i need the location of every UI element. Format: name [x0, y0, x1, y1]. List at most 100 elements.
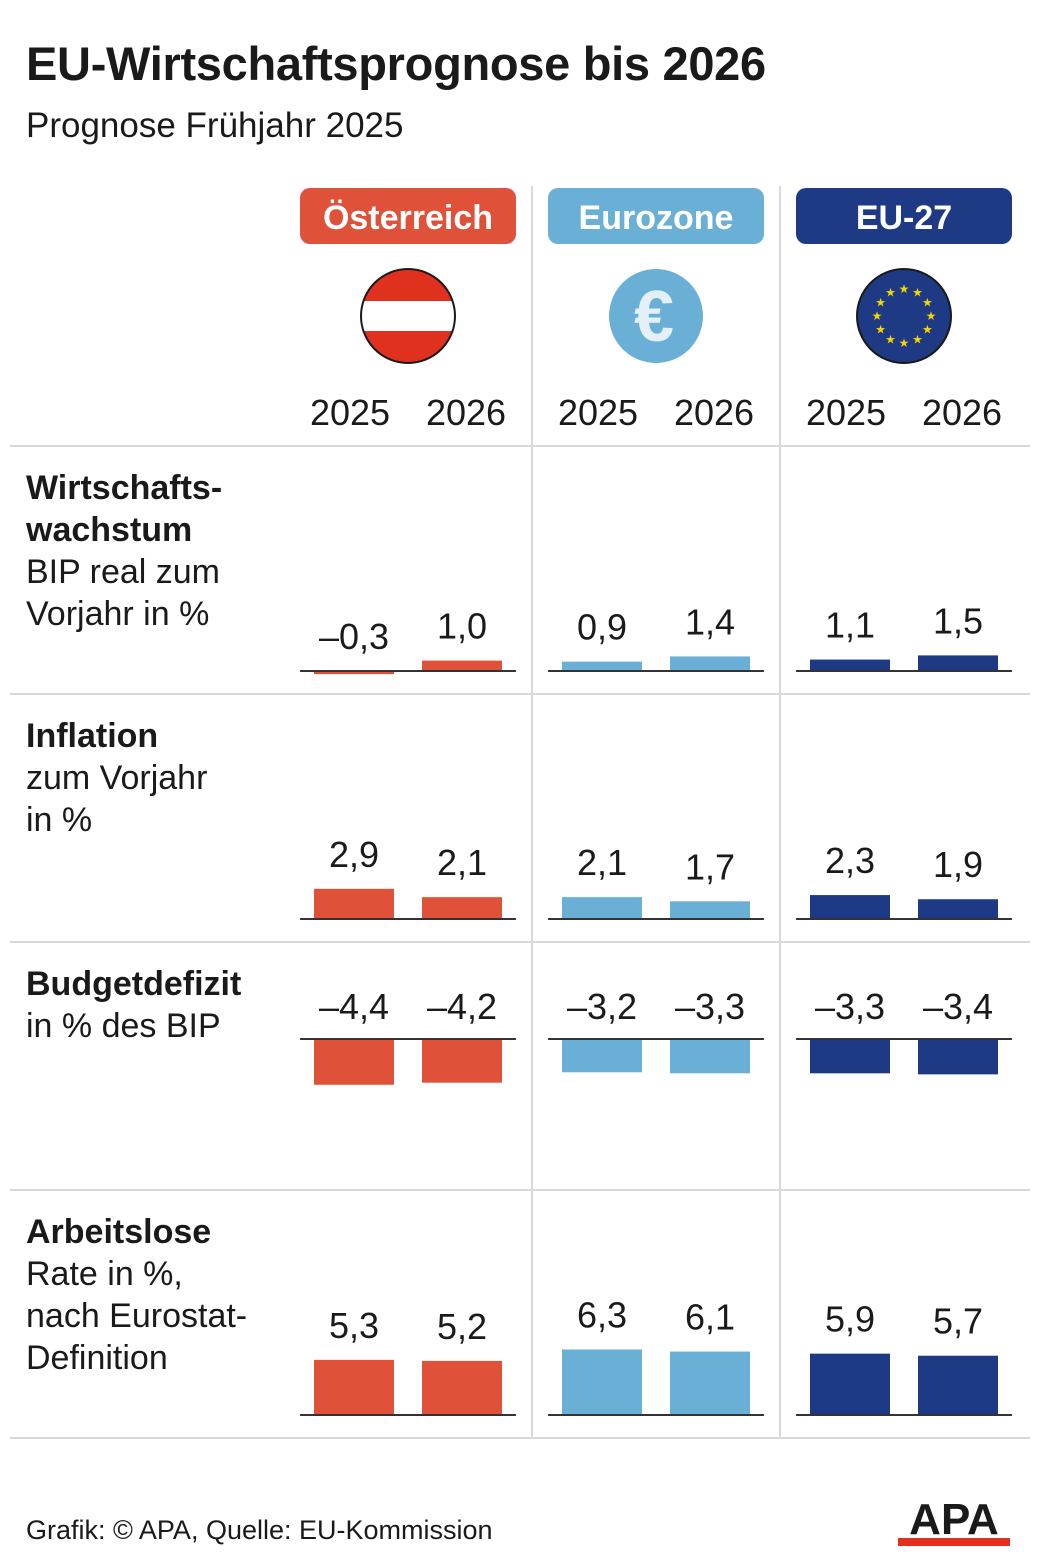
bar-inflation-oesterreich-2026 — [422, 897, 502, 919]
year-label-2025: 2025 — [806, 392, 886, 433]
eu-star: ★ — [872, 309, 883, 323]
panel-description: Definition — [26, 1339, 168, 1377]
panel-description: zum Vorjahr — [26, 759, 207, 797]
eu-star: ★ — [899, 282, 910, 296]
oesterreich-label: Österreich — [323, 199, 493, 237]
value-label-arbeitslose-eurozone-2025: 6,3 — [577, 1294, 627, 1335]
page-subtitle: Prognose Frühjahr 2025 — [26, 106, 404, 145]
value-label-budgetdefizit-eurozone-2026: –3,3 — [675, 986, 745, 1027]
value-label-inflation-oesterreich-2025: 2,9 — [329, 834, 379, 875]
value-label-wachstum-eu27-2026: 1,5 — [933, 600, 983, 641]
eu-flag-circle — [856, 268, 952, 364]
eu-star: ★ — [885, 286, 896, 300]
flag-white-stripe — [361, 301, 455, 331]
bar-inflation-eu27-2026 — [918, 899, 998, 919]
value-label-wachstum-eurozone-2025: 0,9 — [577, 607, 627, 648]
value-label-wachstum-eurozone-2026: 1,4 — [685, 601, 735, 642]
value-label-arbeitslose-eu27-2025: 5,9 — [825, 1299, 875, 1340]
panel-title: Wirtschafts- — [26, 469, 222, 507]
value-label-inflation-eu27-2026: 1,9 — [933, 844, 983, 885]
value-label-budgetdefizit-oesterreich-2025: –4,4 — [319, 986, 389, 1027]
value-label-inflation-eurozone-2026: 1,7 — [685, 846, 735, 887]
austria-flag-icon — [360, 268, 456, 364]
group-header-eurozone: Eurozone €2025 2026 — [548, 188, 764, 433]
bar-inflation-eu27-2025 — [810, 895, 890, 919]
bar-arbeitslose-eu27-2025 — [810, 1353, 890, 1415]
value-label-arbeitslose-eu27-2026: 5,7 — [933, 1301, 983, 1342]
flag-outline — [360, 268, 456, 364]
bar-arbeitslose-oesterreich-2025 — [314, 1359, 394, 1415]
eu-flag-icon: ★ ★★★★★★★★★★★ — [856, 268, 952, 364]
panel-arbeitslose: Arbeitslose Rate in %, nach Eurostat- Defin… — [26, 1213, 1012, 1416]
panel-description: in % — [26, 801, 92, 839]
bar-wachstum-eurozone-2026 — [670, 656, 750, 671]
value-label-inflation-eurozone-2025: 2,1 — [577, 842, 627, 883]
panel-description: BIP real zum — [26, 553, 220, 591]
panel-budgetdefizit: Budgetdefizit in % des BIP –4,4 –4,2 –3,2 –3,… — [26, 965, 1012, 1085]
panel-title: Inflation — [26, 717, 158, 755]
eu27-pill — [796, 188, 1012, 244]
bar-wachstum-oesterreich-2025 — [314, 671, 394, 675]
bar-wachstum-eu27-2025 — [810, 659, 890, 671]
panel-title: Budgetdefizit — [26, 965, 241, 1003]
eu-star: ★ — [875, 323, 886, 337]
bar-budgetdefizit-eurozone-2026 — [670, 1039, 750, 1074]
eu-star: ★ — [912, 332, 923, 346]
eu-star: ★ — [922, 296, 933, 310]
chart: Österreich 2025 2026 Eurozone €2025 2026 EU-27… — [10, 186, 1030, 1439]
group-header-oesterreich: Österreich 2025 2026 — [300, 188, 516, 433]
apa-logo-text: APA — [909, 1496, 999, 1544]
source-credit: Grafik: © APA, Quelle: EU-Kommission — [26, 1515, 493, 1545]
eu-star: ★ — [912, 286, 923, 300]
bar-wachstum-oesterreich-2026 — [422, 660, 502, 671]
value-label-budgetdefizit-eu27-2026: –3,4 — [923, 986, 993, 1027]
bar-budgetdefizit-oesterreich-2025 — [314, 1039, 394, 1085]
eu-star: ★ — [885, 332, 896, 346]
year-label-2026: 2026 — [674, 392, 754, 433]
oesterreich-pill — [300, 188, 516, 244]
euro-symbol: € — [634, 277, 674, 357]
bar-arbeitslose-eurozone-2025 — [562, 1349, 642, 1415]
value-label-arbeitslose-eurozone-2026: 6,1 — [685, 1297, 735, 1338]
panel-title: Arbeitslose — [26, 1213, 211, 1251]
value-label-budgetdefizit-eu27-2025: –3,3 — [815, 986, 885, 1027]
euro-circle — [609, 269, 703, 363]
bar-arbeitslose-oesterreich-2026 — [422, 1360, 502, 1415]
value-label-wachstum-oesterreich-2025: –0,3 — [319, 616, 389, 657]
bar-budgetdefizit-eurozone-2025 — [562, 1039, 642, 1073]
panel-description: Rate in %, — [26, 1255, 183, 1293]
eu-star: ★ — [875, 296, 886, 310]
bar-arbeitslose-eu27-2026 — [918, 1355, 998, 1415]
bar-budgetdefizit-eu27-2025 — [810, 1039, 890, 1074]
eu27-label: EU-27 — [856, 199, 952, 237]
panel-wachstum: Wirtschafts-wachstum BIP real zum Vorjahr … — [25, 469, 1012, 675]
panel-description: in % des BIP — [26, 1007, 221, 1045]
bar-wachstum-eu27-2026 — [918, 655, 998, 671]
panel-inflation: Inflation zum Vorjahr in % 2,9 2,1 2,1 1,7 2,3 1… — [26, 717, 1012, 920]
value-label-arbeitslose-oesterreich-2025: 5,3 — [329, 1305, 379, 1346]
page-title: EU-Wirtschaftsprognose bis 2026 — [26, 37, 766, 90]
eurozone-pill — [548, 188, 764, 244]
value-label-arbeitslose-oesterreich-2026: 5,2 — [437, 1306, 487, 1347]
bar-budgetdefizit-oesterreich-2026 — [422, 1039, 502, 1083]
eu-star: ★ — [922, 323, 933, 337]
bar-arbeitslose-eurozone-2026 — [670, 1351, 750, 1415]
bar-budgetdefizit-eu27-2026 — [918, 1039, 998, 1075]
apa-logo: APA — [898, 1496, 1010, 1546]
group-header-eu27: EU-27★ ★★★★★★★★★★★2025 2026 — [796, 188, 1012, 433]
value-label-inflation-eu27-2025: 2,3 — [825, 840, 875, 881]
bar-inflation-eurozone-2026 — [670, 901, 750, 919]
bar-wachstum-eurozone-2025 — [562, 661, 642, 671]
apa-logo-bar — [898, 1538, 1010, 1546]
value-label-wachstum-oesterreich-2026: 1,0 — [437, 606, 487, 647]
year-label-2025: 2025 — [558, 392, 638, 433]
value-label-wachstum-eu27-2025: 1,1 — [825, 605, 875, 646]
eurozone-label: Eurozone — [579, 199, 734, 237]
bar-inflation-oesterreich-2025 — [314, 888, 394, 919]
year-label-2025: 2025 — [310, 392, 390, 433]
eu-star: ★ — [926, 309, 937, 323]
euro-icon: € — [609, 269, 703, 363]
year-label-2026: 2026 — [426, 392, 506, 433]
value-label-budgetdefizit-oesterreich-2026: –4,2 — [427, 986, 497, 1027]
